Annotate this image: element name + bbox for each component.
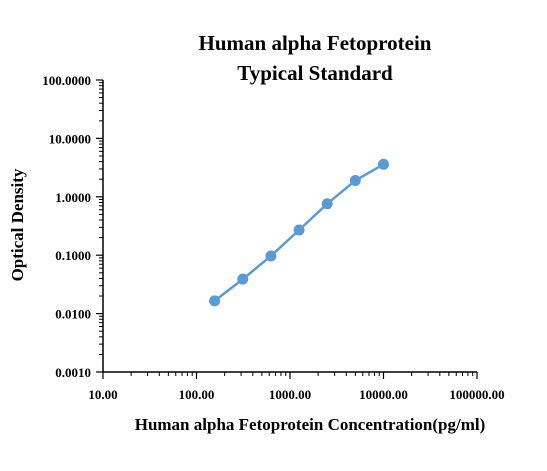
x-tick-label: 10000.00: [359, 387, 408, 402]
y-tick-label: 0.1000: [55, 248, 91, 263]
data-point: [378, 158, 389, 170]
x-tick-label: 100.00: [179, 387, 215, 402]
plot-area: [209, 158, 389, 307]
y-tick-label: 0.0100: [55, 307, 91, 322]
x-tick-label: 100000.00: [449, 387, 504, 402]
chart-title-line-2: Typical Standard: [237, 61, 393, 85]
axes: [102, 80, 477, 373]
y-tick-label: 100.0000: [42, 73, 91, 88]
x-tick-label: 1000.00: [269, 387, 311, 402]
chart-title-line-1: Human alpha Fetoprotein: [199, 31, 432, 55]
y-tick-label: 0.0010: [55, 365, 91, 380]
data-point: [265, 250, 277, 262]
x-tick-label: 10.00: [88, 387, 117, 402]
data-point: [349, 175, 361, 187]
chart-title: Human alpha Fetoprotein Typical Standard: [199, 31, 432, 85]
y-axis-ticks: 0.0010 0.0100 0.1000 1.0000 10.0000 100.0000: [42, 73, 103, 380]
data-point: [321, 198, 333, 210]
data-point: [209, 295, 221, 307]
x-axis-ticks: 10.00 100.00 1000.00 10000.00 100000.00: [88, 372, 505, 402]
data-point: [293, 224, 305, 236]
y-tick-label: 1.0000: [55, 190, 91, 205]
y-tick-label: 10.0000: [49, 131, 91, 146]
y-axis-label: Optical Density: [8, 168, 27, 281]
data-point: [237, 273, 249, 285]
x-axis-label: Human alpha Fetoprotein Concentration(pg…: [135, 415, 486, 434]
